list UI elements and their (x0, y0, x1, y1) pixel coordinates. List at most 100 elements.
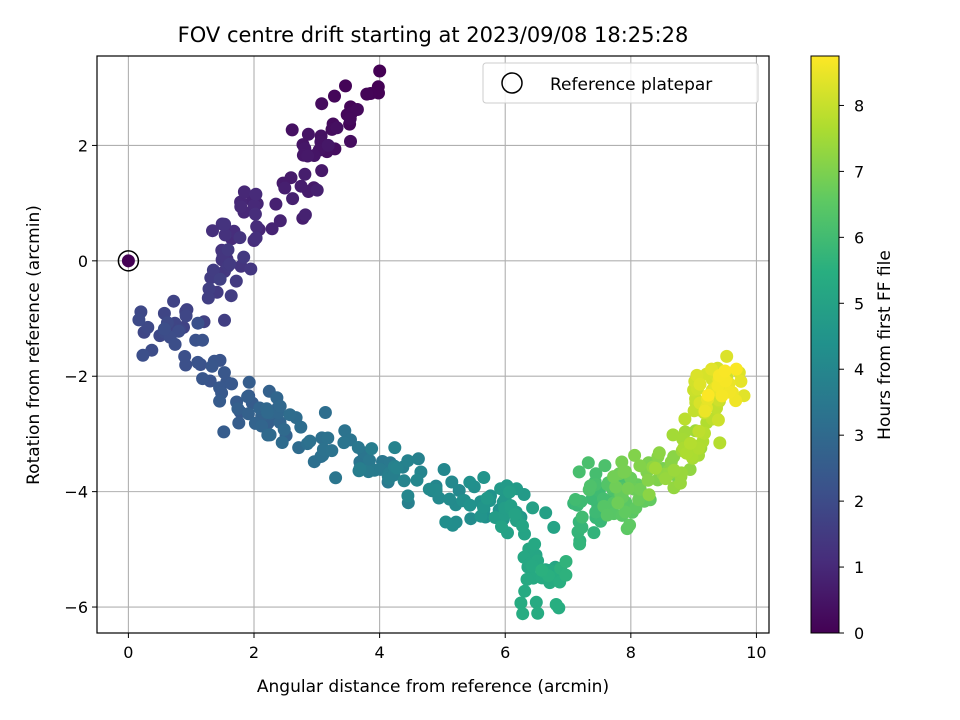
data-point (713, 436, 727, 450)
data-point (549, 598, 563, 611)
data-point (516, 607, 530, 621)
data-point (310, 183, 324, 197)
data-point (229, 274, 243, 288)
data-point (666, 428, 680, 442)
data-point (623, 518, 637, 532)
data-point (298, 208, 312, 222)
data-point (701, 388, 715, 402)
y-tick-label: 2 (78, 136, 88, 155)
data-point (729, 362, 743, 376)
data-point (615, 455, 629, 469)
data-point (683, 436, 697, 450)
data-point (397, 474, 411, 488)
data-point (339, 79, 352, 93)
data-point (611, 496, 625, 510)
data-point (167, 294, 181, 308)
data-point (698, 404, 712, 418)
colorbar-tick-label: 2 (854, 492, 864, 511)
data-point (559, 555, 573, 568)
scatter-points (117, 64, 751, 621)
data-point (439, 515, 453, 529)
data-point (248, 207, 262, 221)
x-tick-label: 0 (123, 643, 133, 662)
data-point (495, 520, 508, 534)
data-point (328, 89, 341, 103)
data-point (273, 214, 287, 228)
data-point (294, 179, 308, 193)
data-point (217, 366, 231, 380)
data-point (583, 479, 597, 493)
data-point (277, 423, 291, 436)
data-point (693, 377, 707, 391)
x-tick-label: 2 (249, 643, 259, 662)
colorbar-gradient (810, 55, 840, 634)
data-point (422, 482, 436, 496)
data-point (265, 222, 279, 236)
data-point (191, 316, 205, 330)
data-point (261, 406, 274, 419)
data-point (157, 322, 171, 336)
data-point (477, 471, 491, 484)
reference-point (121, 254, 135, 268)
data-point (649, 461, 662, 475)
chart-title: FOV centre drift starting at 2023/09/08 … (178, 23, 689, 47)
data-point (628, 448, 642, 462)
data-point (388, 441, 402, 455)
data-point (508, 507, 522, 521)
data-point (680, 446, 693, 460)
data-point (249, 187, 263, 201)
data-point (575, 510, 589, 524)
data-point (617, 465, 631, 479)
colorbar-tick-label: 1 (854, 558, 864, 577)
data-point (343, 112, 357, 126)
data-point (559, 568, 573, 582)
data-point (250, 220, 264, 234)
data-point (225, 377, 239, 391)
data-point (539, 506, 553, 520)
data-point (518, 584, 532, 598)
data-point (410, 473, 424, 487)
x-axis-label: Angular distance from reference (arcmin) (257, 677, 609, 697)
data-point (231, 402, 245, 416)
data-point (589, 467, 603, 481)
data-point (452, 484, 466, 497)
data-point (234, 200, 248, 214)
colorbar: 0 1 2 3 4 5 6 7 8 Hours from first FF file (810, 55, 895, 643)
data-point (325, 444, 339, 458)
data-point (283, 408, 297, 422)
data-point (196, 372, 210, 386)
data-point (652, 446, 666, 460)
data-point (575, 520, 589, 534)
data-point (294, 420, 308, 434)
data-point (196, 333, 209, 347)
data-point (692, 424, 706, 438)
data-point (321, 138, 335, 152)
data-point (233, 231, 247, 245)
data-point (273, 399, 287, 413)
data-point (531, 606, 545, 620)
data-point (218, 217, 232, 231)
data-point (206, 224, 219, 238)
data-point (718, 364, 732, 378)
data-point (321, 431, 335, 445)
data-point (528, 537, 542, 551)
data-point (218, 228, 232, 242)
data-point (600, 508, 614, 522)
data-point (318, 406, 332, 419)
colorbar-ticks: 0 1 2 3 4 5 6 7 8 (839, 96, 864, 643)
reference-point-ring (117, 250, 140, 272)
data-point (632, 493, 646, 507)
data-point (301, 149, 315, 163)
data-point (191, 355, 205, 369)
data-point (351, 441, 365, 454)
data-point (633, 459, 647, 473)
data-point (463, 498, 477, 512)
colorbar-tick-label: 0 (854, 624, 864, 643)
grid (97, 56, 769, 633)
colorbar-tick-label: 8 (854, 96, 864, 115)
x-tick-label: 10 (746, 643, 766, 662)
data-point (353, 462, 367, 476)
x-tick-label: 8 (626, 643, 636, 662)
colorbar-tick-label: 3 (854, 426, 864, 445)
